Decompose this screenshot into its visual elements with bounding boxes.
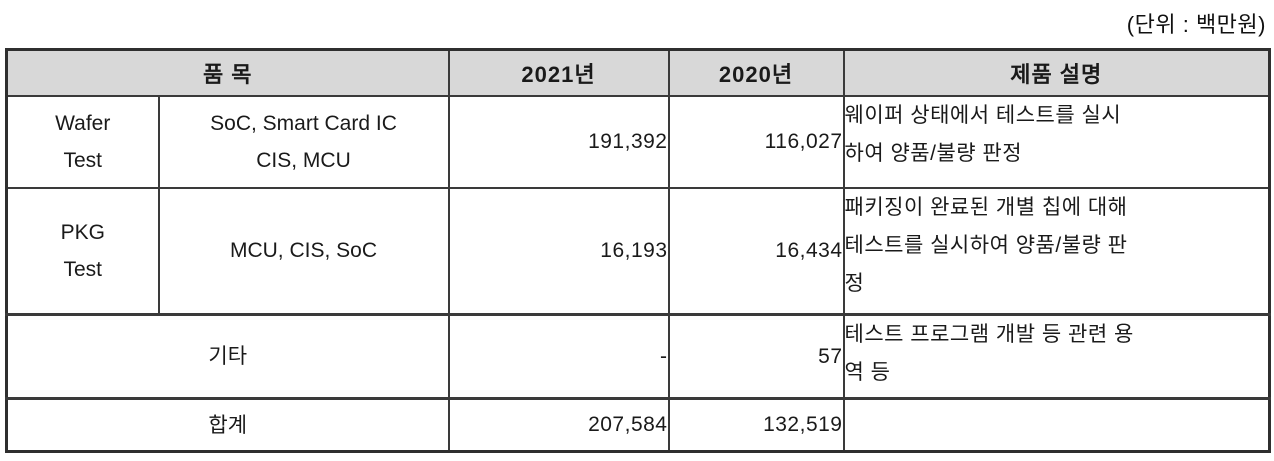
header-2020: 2020년 bbox=[667, 48, 845, 97]
table-row-total: 합계 207,584 132,519 bbox=[5, 397, 1271, 453]
value-2021-cell: 191,392 bbox=[447, 94, 670, 189]
value-2021-cell: - bbox=[447, 313, 670, 400]
value-2020-cell: 16,434 bbox=[667, 186, 845, 316]
description-cell: 테스트 프로그램 개발 등 관련 용 역 등 bbox=[842, 313, 1271, 400]
table-row-wafer-test: Wafer Test SoC, Smart Card IC CIS, MCU 1… bbox=[5, 94, 1271, 189]
category-cell: PKG Test bbox=[5, 186, 160, 316]
header-2021: 2021년 bbox=[447, 48, 670, 97]
description-cell bbox=[842, 397, 1271, 453]
value-2020-cell: 57 bbox=[667, 313, 845, 400]
table-header-row: 품 목 2021년 2020년 제품 설명 bbox=[5, 48, 1271, 97]
value-2020-cell: 132,519 bbox=[667, 397, 845, 453]
merged-label-cell: 합계 bbox=[5, 397, 450, 453]
header-description: 제품 설명 bbox=[842, 48, 1271, 97]
products-table: 품 목 2021년 2020년 제품 설명 Wafer Test SoC, Sm… bbox=[5, 48, 1271, 453]
description-cell: 웨이퍼 상태에서 테스트를 실시 하여 양품/불량 판정 bbox=[842, 94, 1271, 189]
value-2020-cell: 116,027 bbox=[667, 94, 845, 189]
unit-label: (단위 : 백만원) bbox=[1126, 12, 1266, 37]
description-cell: 패키징이 완료된 개별 칩에 대해 테스트를 실시하여 양품/불량 판 정 bbox=[842, 186, 1271, 316]
table-row-etc: 기타 - 57 테스트 프로그램 개발 등 관련 용 역 등 bbox=[5, 313, 1271, 400]
products-cell: MCU, CIS, SoC bbox=[157, 186, 450, 316]
header-item: 품 목 bbox=[5, 48, 450, 97]
value-2021-cell: 16,193 bbox=[447, 186, 670, 316]
table-row-pkg-test: PKG Test MCU, CIS, SoC 16,193 16,434 패키징… bbox=[5, 186, 1271, 316]
products-cell: SoC, Smart Card IC CIS, MCU bbox=[157, 94, 450, 189]
category-cell: Wafer Test bbox=[5, 94, 160, 189]
value-2021-cell: 207,584 bbox=[447, 397, 670, 453]
merged-label-cell: 기타 bbox=[5, 313, 450, 400]
